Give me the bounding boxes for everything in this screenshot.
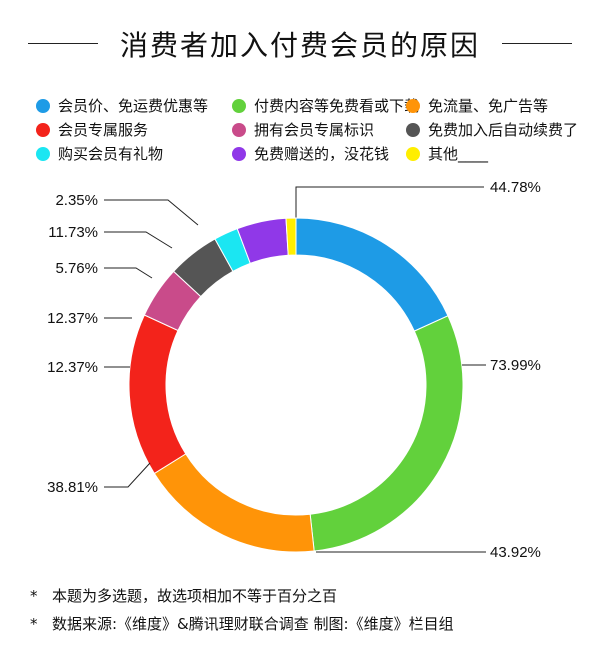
data-label: 12.37% [47, 359, 98, 376]
donut-slice [309, 315, 464, 552]
data-label: 2.35% [55, 192, 98, 209]
chart-title: 消费者加入付费会员的原因 [119, 29, 480, 62]
legend-swatch [406, 122, 420, 137]
leader-line [104, 231, 173, 249]
title-rule-left [28, 43, 98, 44]
legend-label: 其他____ [428, 145, 489, 163]
legend-label: 付费内容等免费看或下载 [254, 97, 420, 115]
donut-slice [285, 217, 297, 256]
legend-item: 会员专属服务 [36, 119, 148, 140]
legend-item: 免流量、免广告等 [406, 95, 548, 116]
legend-swatch [406, 98, 420, 113]
donut-slice [295, 217, 449, 332]
legend-label: 免费加入后自动续费了 [428, 121, 579, 139]
legend-item: 其他____ [406, 143, 488, 164]
legend-swatch [36, 122, 50, 137]
footnote-star: * [30, 587, 38, 605]
title-bar: 消费者加入付费会员的原因 [0, 0, 600, 80]
leader-line [104, 267, 153, 279]
legend-item: 拥有会员专属标识 [232, 119, 374, 140]
data-label: 12.37% [47, 310, 98, 327]
legend-item: 免费加入后自动续费了 [406, 119, 578, 140]
leader-line [104, 462, 151, 488]
footnote: * 数据来源:《维度》&腾讯理财联合调查 制图:《维度》栏目组 [30, 610, 590, 638]
legend-label: 会员价、免运费优惠等 [58, 97, 209, 115]
legend-label: 购买会员有礼物 [58, 145, 164, 163]
legend-swatch [36, 98, 50, 113]
legend-item: 会员价、免运费优惠等 [36, 95, 208, 116]
footnote: * 本题为多选题，故选项相加不等于百分之百 [30, 582, 590, 610]
donut-slice [153, 453, 315, 553]
legend-label: 免流量、免广告等 [428, 97, 549, 115]
data-label: 5.76% [55, 260, 98, 277]
leader-line [295, 186, 484, 218]
legend-item: 购买会员有礼物 [36, 143, 163, 164]
legend-swatch [406, 146, 420, 161]
legend-swatch [36, 146, 50, 161]
data-label: 38.81% [47, 479, 98, 496]
footnote-star: * [30, 615, 38, 633]
donut-slice [128, 314, 187, 475]
legend-label: 拥有会员专属标识 [254, 121, 375, 139]
legend-swatch [232, 98, 246, 113]
footnote-text: 本题为多选题，故选项相加不等于百分之百 [52, 587, 338, 605]
legend-label: 免费赠送的，没花钱 [254, 145, 390, 163]
data-label: 11.73% [48, 224, 98, 241]
leader-line [104, 199, 199, 226]
legend-item: 付费内容等免费看或下载 [232, 95, 419, 116]
data-label: 44.78% [490, 179, 541, 196]
data-label: 73.99% [490, 357, 541, 374]
legend-item: 免费赠送的，没花钱 [232, 143, 389, 164]
legend-swatch [232, 122, 246, 137]
legend-swatch [232, 146, 246, 161]
legend-label: 会员专属服务 [58, 121, 149, 139]
footnotes: * 本题为多选题，故选项相加不等于百分之百 * 数据来源:《维度》&腾讯理财联合调查… [30, 582, 590, 638]
footnote-text: 数据来源:《维度》&腾讯理财联合调查 制图:《维度》栏目组 [52, 615, 454, 633]
title-rule-right [502, 43, 572, 44]
data-label: 43.92% [490, 544, 541, 561]
